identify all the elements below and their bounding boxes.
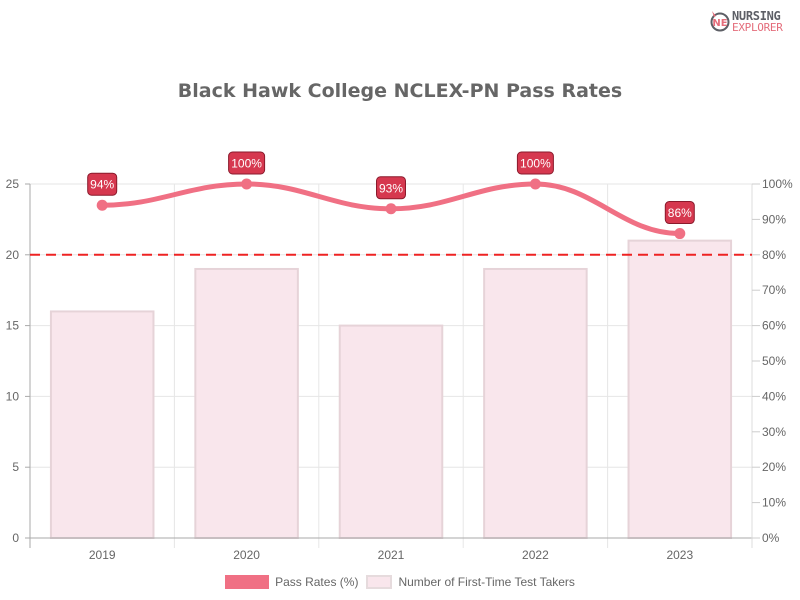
right-tick-label: 70% [762,283,786,297]
legend-label-pass-rates: Pass Rates (%) [275,575,359,589]
right-tick-label: 50% [762,354,786,368]
data-point-2023[interactable] [674,228,686,240]
x-tick-label: 2019 [89,548,116,562]
data-label-2020: 100% [228,151,266,175]
data-label-box [516,151,554,175]
left-tick-label: 20 [6,248,20,262]
right-tick-label: 100% [762,177,793,191]
logo-text-explorer: EXPLORER [732,21,783,34]
data-labels: 94% 100% 93% 100% 86% [87,151,695,225]
right-tick-label: 40% [762,389,786,403]
right-tick-label: 20% [762,460,786,474]
logo-text-nursing: NURSING [732,9,781,23]
bar-2022 [483,267,588,539]
chart-title: Black Hawk College NCLEX-PN Pass Rates [177,80,623,102]
legend-swatch-pass-rates [225,575,270,589]
left-tick-label: 25 [6,177,20,191]
data-point-2019[interactable] [96,199,108,211]
line-series [96,178,686,240]
data-label-text: 100% [231,157,262,171]
data-label-2022: 100% [516,151,554,175]
svg-text:NE: NE [712,18,727,29]
right-tick-label: 0% [762,531,780,545]
nursing-explorer-logo: NE NURSING EXPLORER [710,8,795,34]
legend: Pass Rates (%) Number of First-Time Test… [0,575,800,589]
data-label-box [228,151,266,175]
data-label-text: 93% [379,181,403,195]
data-point-2022[interactable] [529,178,541,190]
right-tick-label: 10% [762,496,786,510]
left-tick-label: 5 [12,460,19,474]
left-tick-label: 15 [6,319,20,333]
legend-item-test-takers[interactable]: Number of First-Time Test Takers [366,575,575,589]
data-label-text: 86% [668,206,692,220]
x-tick-label: 2023 [666,548,693,562]
axes: 0 5 10 15 20 25 0% 10% 20% 30% 40% 50% 60% 70% 80% 90% 1… [6,177,793,562]
data-point-2021[interactable] [385,203,397,215]
legend-item-pass-rates[interactable]: Pass Rates (%) [225,575,358,589]
right-tick-label: 80% [762,248,786,262]
bar-2020 [194,267,299,539]
data-label-box [664,201,695,225]
bar-2019 [49,310,155,539]
left-tick-label: 10 [6,389,20,403]
x-tick-label: 2021 [378,548,405,562]
data-point-2020[interactable] [241,178,253,190]
legend-swatch-test-takers [366,575,393,589]
right-tick-label: 90% [762,212,786,226]
data-label-text: 94% [90,178,114,192]
logo-mark-icon: NE [710,11,730,32]
x-tick-label: 2022 [522,548,549,562]
data-label-box [376,176,406,200]
data-label-box [87,172,118,196]
left-tick-label: 0 [12,531,19,545]
bar-2023 [627,239,733,539]
data-label-2021: 93% [376,176,406,200]
bar-series [49,239,733,539]
data-label-2023: 86% [664,201,695,225]
right-tick-label: 30% [762,425,786,439]
data-label-2019: 94% [87,172,118,196]
data-label-text: 100% [520,157,551,171]
right-tick-label: 60% [762,319,786,333]
bar-2021 [338,324,444,539]
x-tick-label: 2020 [233,548,260,562]
legend-label-test-takers: Number of First-Time Test Takers [398,575,575,589]
